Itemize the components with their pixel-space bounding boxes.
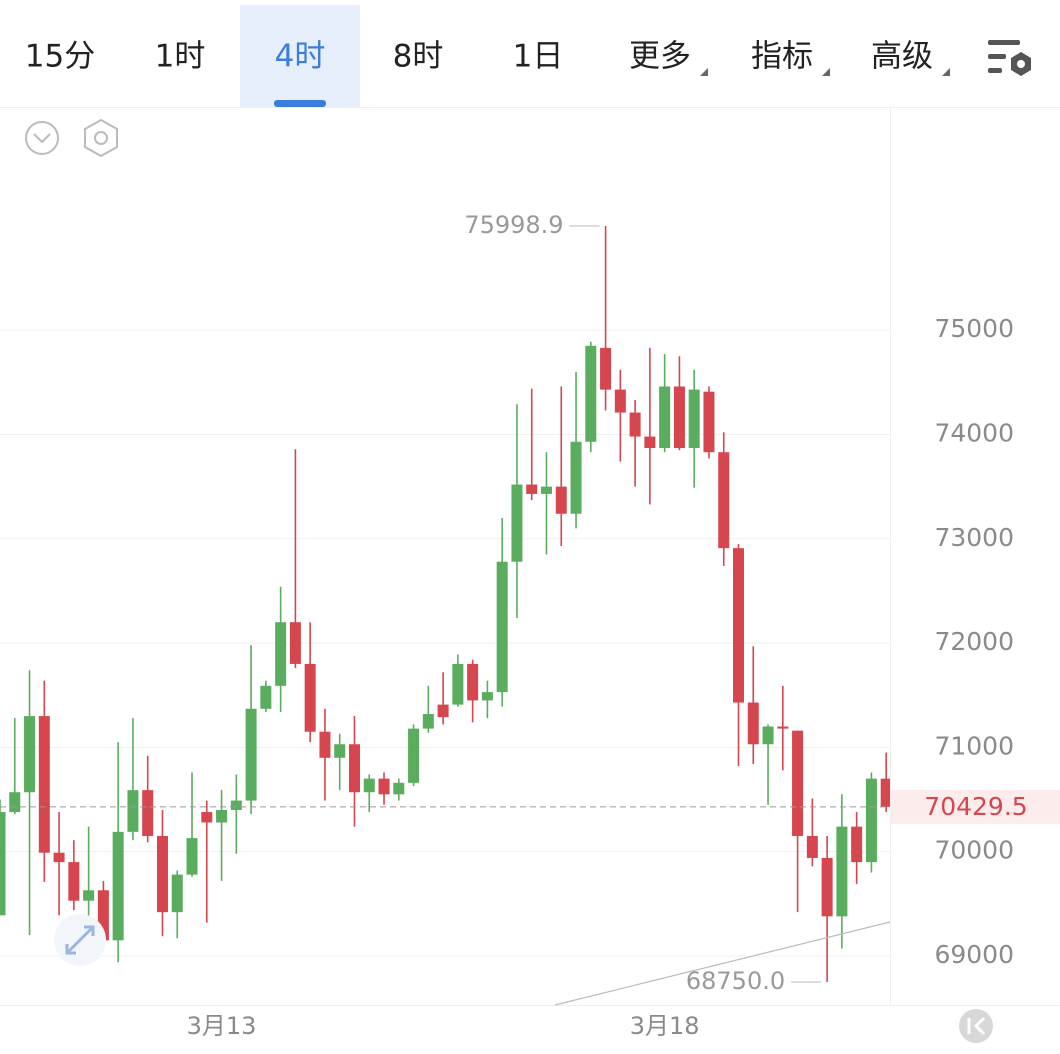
candle-body — [245, 708, 257, 801]
candles — [0, 225, 890, 983]
candle-body — [304, 663, 316, 732]
active-tab-bg — [240, 5, 360, 107]
tab[interactable]: 高级 — [871, 39, 933, 75]
y-tick-label: 74000 — [934, 418, 1014, 447]
y-tick-label: 70000 — [934, 836, 1014, 865]
candle-body — [53, 852, 65, 863]
candle-body — [836, 826, 848, 917]
candle-body — [688, 389, 700, 449]
candle-body — [289, 622, 301, 664]
candle-body — [777, 726, 789, 729]
trend-line — [554, 921, 891, 1006]
candle-body — [585, 345, 597, 442]
candle-body — [201, 812, 213, 823]
y-tick-label: 69000 — [934, 940, 1014, 969]
y-tick-label: 73000 — [934, 523, 1014, 552]
tab[interactable]: 更多 — [629, 39, 691, 75]
y-tick-label: 71000 — [934, 731, 1014, 760]
candle-body — [718, 452, 730, 549]
candle-body — [540, 486, 552, 494]
y-tick-label: 75000 — [934, 314, 1014, 343]
candle-body — [851, 826, 863, 863]
candle-body — [408, 728, 420, 783]
candle-body — [275, 622, 287, 686]
tab[interactable]: 8时 — [393, 39, 444, 75]
candle-body — [792, 730, 804, 837]
current-price-label: 70429.5 — [924, 792, 1027, 821]
candle-body — [0, 812, 6, 916]
collapse-icon[interactable] — [25, 121, 59, 155]
scroll-end-icon[interactable] — [959, 1009, 993, 1043]
candle-body — [733, 548, 744, 703]
candle-body — [511, 484, 523, 562]
y-tick-label: 72000 — [934, 627, 1014, 656]
settings-icon[interactable] — [988, 40, 1031, 76]
candle-body — [68, 862, 80, 901]
candle-body — [614, 389, 626, 413]
candle-body — [570, 441, 582, 514]
candle-body — [481, 692, 493, 701]
candle-body — [378, 778, 390, 795]
candle-body — [83, 890, 95, 901]
candle-body — [112, 831, 124, 941]
candle-body — [348, 744, 360, 793]
candle-body — [422, 713, 434, 729]
candle-body — [880, 778, 890, 807]
candle-body — [747, 702, 759, 745]
tab[interactable]: 1时 — [155, 39, 206, 75]
candle-body — [703, 391, 715, 453]
candle-body — [230, 800, 242, 810]
dropdown-caret — [700, 68, 708, 76]
candle-body — [452, 663, 464, 705]
hexagon-icon[interactable] — [84, 118, 118, 158]
candle-body — [437, 704, 449, 718]
candle-body — [24, 716, 36, 793]
high-label: 75998.9 — [464, 211, 563, 239]
current-price-box — [891, 789, 1060, 824]
candle-body — [156, 836, 168, 913]
annotations: 70429.5 75998.9 68750.0 — [0, 211, 1060, 995]
candle-body — [216, 809, 228, 823]
candle-body — [659, 386, 671, 449]
tab[interactable]: 15分 — [25, 39, 95, 75]
candle-body — [9, 792, 21, 813]
expand-icon[interactable] — [54, 914, 106, 966]
x-tick-label: 3月18 — [630, 1012, 700, 1040]
dropdown-caret — [822, 68, 830, 76]
candle-body — [97, 890, 109, 941]
candle-body — [142, 790, 154, 837]
candle-body — [600, 347, 612, 390]
candle-body — [496, 561, 508, 693]
candle-body — [363, 778, 375, 793]
candle-body — [865, 778, 877, 863]
candle-body — [260, 685, 272, 709]
candle-body — [762, 726, 774, 745]
candle-body — [467, 663, 479, 701]
low-label: 68750.0 — [686, 967, 785, 995]
candle-body — [186, 838, 198, 875]
candle-body — [629, 412, 641, 437]
tab[interactable]: 指标 — [751, 39, 813, 75]
tab[interactable]: 1日 — [513, 39, 564, 75]
dropdown-caret — [942, 68, 950, 76]
candle-body — [806, 836, 818, 858]
candle-body — [38, 716, 50, 853]
tab[interactable]: 4时 — [275, 39, 326, 75]
x-tick-label: 3月13 — [187, 1012, 257, 1040]
candle-body — [526, 484, 538, 494]
candle-body — [127, 790, 139, 832]
grid: 75000 74000 73000 72000 71000 70000 69000 3月13 3… — [0, 314, 1014, 1040]
candle-body — [319, 731, 331, 758]
candle-body — [644, 436, 656, 449]
candle-body — [555, 486, 567, 514]
candle-body — [821, 857, 833, 917]
candle-body — [334, 744, 346, 758]
candle-body — [393, 782, 405, 795]
toolbar: 15分 1时 4时 8时 1日 更多 指标 高级 — [25, 5, 950, 107]
candle-body — [673, 386, 685, 449]
active-tab-indicator — [274, 100, 326, 107]
candle-body — [171, 874, 183, 913]
